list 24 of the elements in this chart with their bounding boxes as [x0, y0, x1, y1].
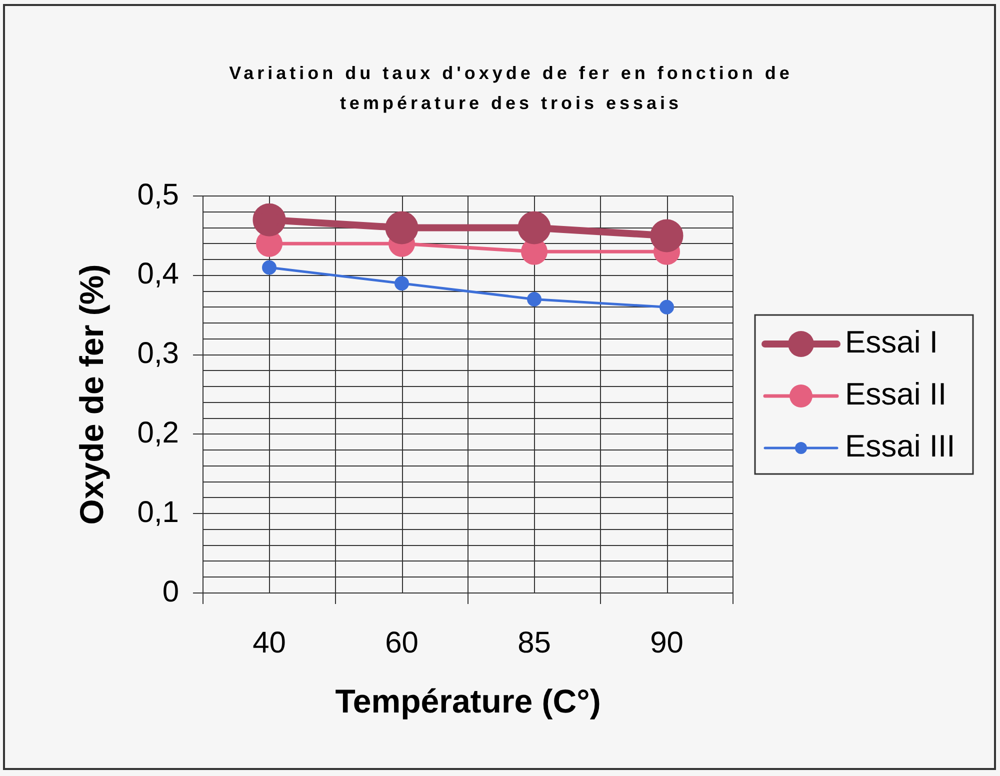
- y-tick-label: 0,5: [137, 178, 179, 212]
- y-axis-title: Oxyde de fer (%): [72, 264, 110, 525]
- chart-title: Variation du taux d'oxyde de fer en fonction de température des trois essais: [229, 62, 793, 113]
- x-axis-title: Température (C°): [335, 682, 601, 720]
- point: [527, 292, 542, 306]
- legend-label: Essai III: [845, 428, 956, 464]
- legend-label: Essai II: [845, 376, 947, 412]
- point: [650, 219, 684, 252]
- x-tick-label: 85: [518, 626, 551, 660]
- point: [252, 203, 286, 236]
- x-tick-label: 40: [252, 626, 286, 660]
- point: [394, 276, 409, 291]
- y-tick-label: 0,1: [137, 496, 179, 529]
- legend-label: Essai I: [845, 324, 938, 360]
- y-tick-label: 0: [162, 575, 179, 608]
- x-tick-label: 90: [650, 626, 684, 660]
- x-tick-label: 60: [385, 626, 418, 660]
- point: [660, 300, 674, 314]
- point: [262, 260, 276, 275]
- point: [385, 211, 418, 244]
- point: [518, 211, 551, 244]
- y-tick-label: 0,3: [137, 337, 179, 370]
- y-tick-label: 0,4: [137, 258, 179, 291]
- y-tick-label: 0,2: [137, 416, 179, 450]
